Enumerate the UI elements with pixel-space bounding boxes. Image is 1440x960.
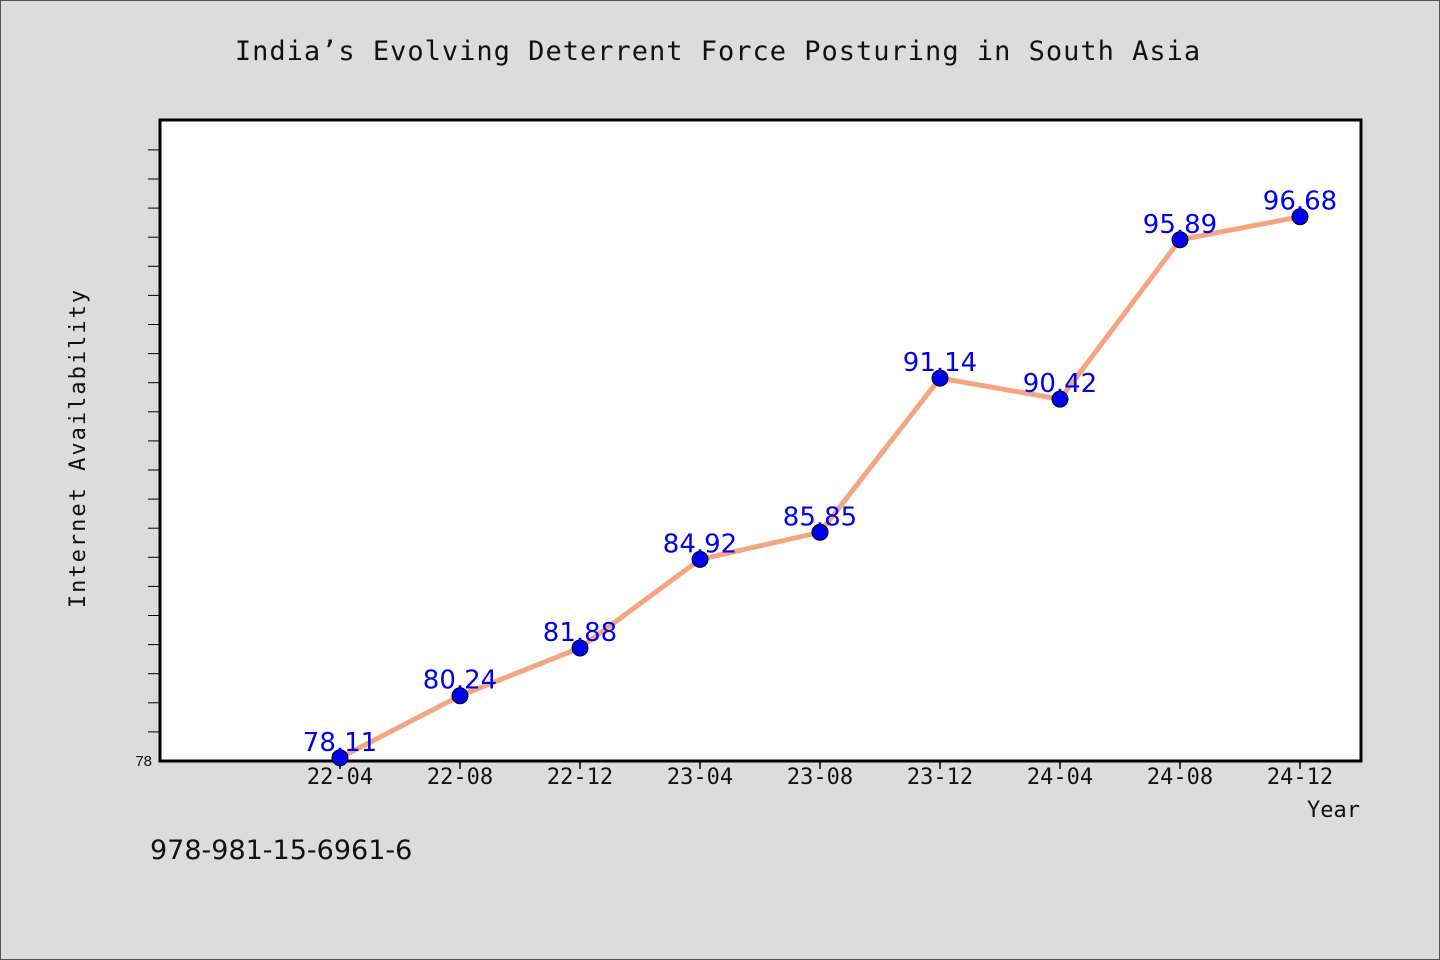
data-label: 84.92 xyxy=(663,529,737,559)
data-label: 81.88 xyxy=(543,618,617,648)
data-point xyxy=(811,523,829,541)
x-tick-label: 23-04 xyxy=(667,765,733,790)
data-point xyxy=(571,639,589,657)
data-point xyxy=(451,687,469,705)
data-point xyxy=(331,749,349,767)
y-axis-label: Internet Availability xyxy=(66,288,91,608)
data-point xyxy=(691,550,709,568)
plot-area xyxy=(158,118,1363,763)
x-tick-label: 24-04 xyxy=(1027,765,1093,790)
x-tick-label: 22-08 xyxy=(427,765,493,790)
data-point xyxy=(931,369,949,387)
x-tick-label: 24-08 xyxy=(1147,765,1213,790)
data-label: 91.14 xyxy=(903,348,977,378)
x-tick-label: 22-12 xyxy=(547,765,613,790)
x-tick-label: 24-12 xyxy=(1267,765,1333,790)
y-tick-label: 78 xyxy=(135,753,152,770)
data-label: 80.24 xyxy=(423,666,497,696)
x-axis-label: Year xyxy=(1307,798,1360,823)
x-tick-label: 22-04 xyxy=(307,765,373,790)
data-label: 90.42 xyxy=(1023,369,1097,399)
isbn-text: 978-981-15-6961-6 xyxy=(150,835,413,866)
x-tick-label: 23-08 xyxy=(787,765,853,790)
data-label: 85.85 xyxy=(783,502,857,532)
chart-title: India’s Evolving Deterrent Force Posturi… xyxy=(234,36,1202,67)
x-tick-label: 23-12 xyxy=(907,765,973,790)
data-point xyxy=(1291,208,1309,226)
data-label: 95.89 xyxy=(1143,210,1217,240)
data-label: 78.11 xyxy=(303,728,377,758)
data-point xyxy=(1171,231,1189,249)
data-label: 96.68 xyxy=(1263,187,1337,217)
data-point xyxy=(1051,390,1069,408)
